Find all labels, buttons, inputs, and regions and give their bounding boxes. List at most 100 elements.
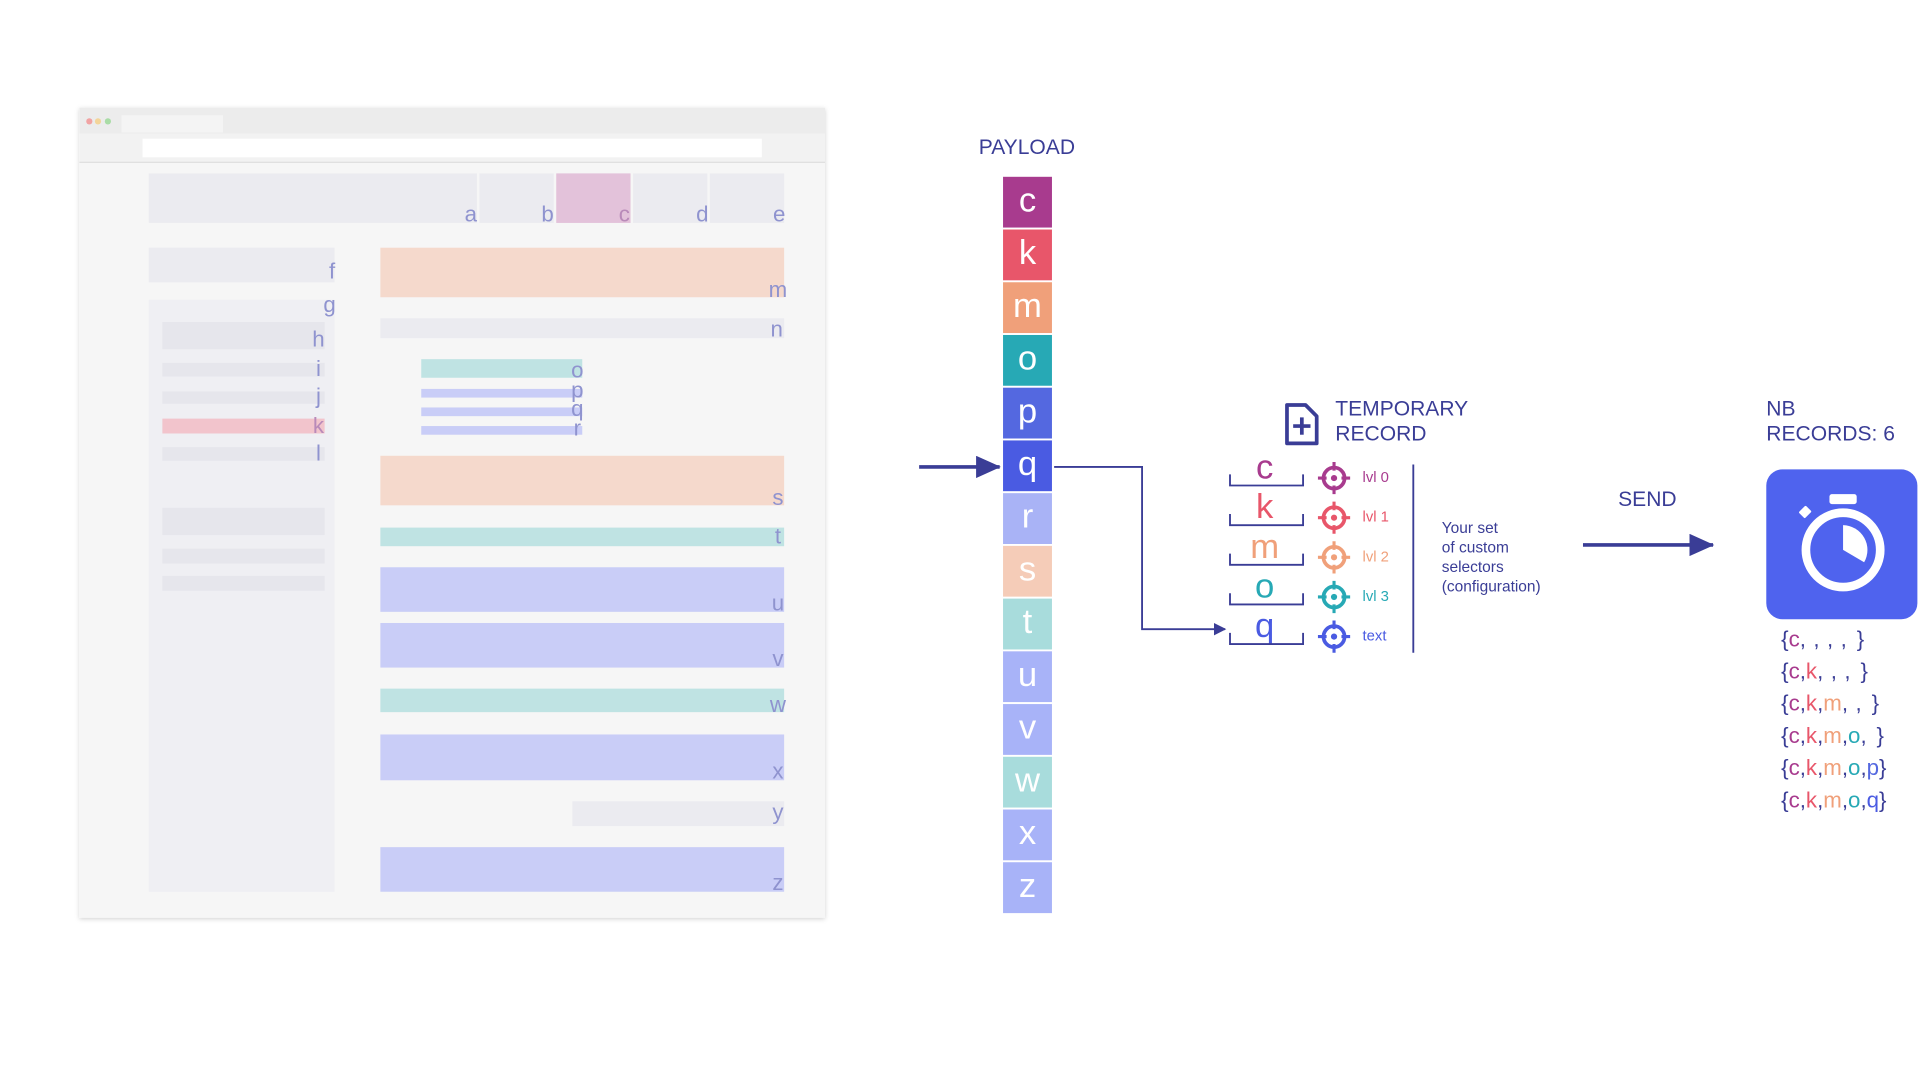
- brace: }: [1877, 723, 1885, 748]
- separator: ,: [1841, 626, 1847, 651]
- records-list: {c,,,,}{c,k,,,}{c,k,m,,}{c,k,m,o,}{c,k,m…: [1781, 626, 1887, 812]
- record-letter: m: [1250, 528, 1279, 566]
- browser-label: n: [770, 317, 782, 342]
- browser-label: e: [773, 201, 785, 226]
- file-icon: [1285, 403, 1319, 446]
- separator: ,: [1800, 691, 1806, 716]
- separator: ,: [1844, 658, 1850, 683]
- separator: ,: [1860, 755, 1866, 780]
- separator: ,: [1813, 626, 1819, 651]
- separator: ,: [1842, 723, 1848, 748]
- browser-label: j: [315, 383, 321, 408]
- nb-records-label: RECORDS: 6: [1766, 422, 1895, 445]
- bracket: [1229, 513, 1305, 527]
- record-letter: k: [1806, 787, 1818, 812]
- record-letter: o: [1255, 567, 1274, 605]
- target-icon: [1317, 501, 1351, 534]
- record-letter: k: [1806, 723, 1818, 748]
- separator: ,: [1800, 723, 1806, 748]
- payload-letter: w: [1014, 761, 1041, 799]
- browser-label: b: [541, 201, 553, 226]
- browser-label: c: [619, 201, 630, 226]
- selector-label: lvl 3: [1363, 589, 1389, 605]
- record-letter: o: [1848, 755, 1860, 780]
- payload-cell: [1001, 333, 1054, 388]
- target-icon: [1330, 633, 1338, 640]
- record-letter: q: [1867, 787, 1879, 812]
- record-letter: c: [1789, 691, 1800, 716]
- record-row: {c,k,m,,}: [1781, 691, 1879, 716]
- record-title: RECORD: [1335, 422, 1426, 445]
- browser-label: v: [772, 646, 784, 671]
- record-letter: c: [1789, 755, 1800, 780]
- record-letter: q: [1255, 607, 1274, 645]
- browser-label: f: [329, 258, 336, 283]
- browser-label: t: [775, 523, 782, 548]
- record-letter: m: [1823, 787, 1842, 812]
- brace: {: [1781, 755, 1789, 780]
- browser-label: y: [772, 800, 784, 825]
- payload-cell: [1001, 491, 1054, 546]
- browser-label: a: [465, 201, 478, 226]
- record-letter: p: [1867, 755, 1879, 780]
- payload-cell: [1001, 596, 1054, 652]
- browser-label: r: [574, 416, 582, 441]
- payload-cell: [1001, 385, 1054, 441]
- brace: {: [1781, 787, 1789, 812]
- separator: ,: [1817, 755, 1823, 780]
- brace: }: [1879, 787, 1887, 812]
- browser-label: g: [323, 292, 335, 317]
- payload-letter: r: [1022, 498, 1034, 536]
- browser-label: w: [769, 692, 787, 717]
- brace: {: [1781, 658, 1789, 683]
- browser-label: s: [772, 485, 783, 510]
- payload-cell: [1001, 438, 1054, 494]
- record-letter: k: [1806, 658, 1818, 683]
- payload-letter: m: [1013, 287, 1042, 325]
- payload-letter: z: [1019, 867, 1036, 905]
- separator: ,: [1842, 691, 1848, 716]
- browser-label: z: [772, 870, 783, 895]
- brace: }: [1872, 691, 1880, 716]
- record-letter: o: [1848, 787, 1860, 812]
- record-letter: c: [1789, 658, 1800, 683]
- selector-label: lvl 1: [1363, 510, 1389, 526]
- stopwatch-icon: [1766, 469, 1918, 620]
- target-icon: [1330, 554, 1338, 561]
- target-icon: [1330, 514, 1338, 521]
- brace: }: [1860, 658, 1868, 683]
- target-icon: [1317, 620, 1351, 653]
- separator: ,: [1842, 755, 1848, 780]
- separator: ,: [1817, 658, 1823, 683]
- record-letter: k: [1806, 691, 1818, 716]
- payload-letter: x: [1019, 814, 1036, 852]
- separator: ,: [1800, 626, 1806, 651]
- record-row: {c,k,m,o,q}: [1781, 787, 1887, 812]
- payload-letter: u: [1018, 656, 1037, 694]
- note-line: of custom: [1442, 539, 1509, 556]
- payload-letter: t: [1023, 603, 1033, 641]
- payload-cell: [1001, 649, 1054, 705]
- record-arrow: [1054, 465, 1227, 636]
- record-rows: c lvl 0 k lvl 1 m lvl 2 o lvl 3 q text: [1229, 449, 1389, 653]
- separator: ,: [1860, 787, 1866, 812]
- selector-label: lvl 2: [1363, 549, 1389, 565]
- target-icon: [1317, 541, 1351, 574]
- browser-label: x: [772, 759, 783, 784]
- separator: ,: [1860, 723, 1866, 748]
- note-line: Your set: [1442, 520, 1499, 537]
- selector-label: text: [1363, 629, 1388, 645]
- record-letter: m: [1823, 691, 1842, 716]
- target-icon: [1317, 580, 1351, 614]
- browser-label: k: [313, 413, 325, 438]
- separator: ,: [1800, 755, 1806, 780]
- brace: {: [1781, 691, 1789, 716]
- separator: ,: [1800, 787, 1806, 812]
- selector-label: lvl 0: [1363, 470, 1389, 486]
- brace: }: [1857, 626, 1865, 651]
- record-row: {c,k,m,o,p}: [1781, 755, 1887, 780]
- separator: ,: [1855, 691, 1861, 716]
- browser-label: h: [312, 326, 324, 351]
